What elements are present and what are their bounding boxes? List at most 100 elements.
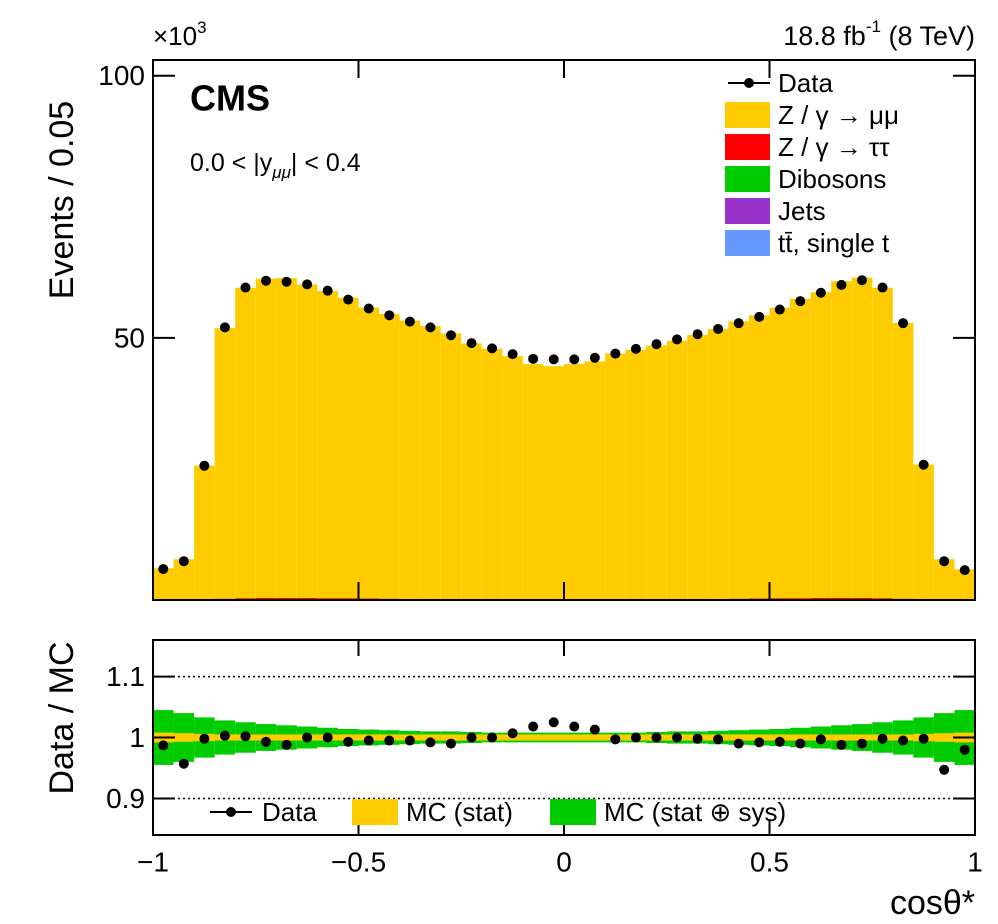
x-tick-label: 1 [967,847,983,878]
ratio-point [589,724,600,735]
histogram-bar [831,597,852,600]
error-band [173,733,195,742]
error-band [790,734,811,741]
ratio-point [856,738,867,749]
data-point [939,556,950,567]
lumi-label: 18.8 fb-1 (8 TeV) [783,17,975,52]
ratio-point [548,717,559,728]
ratio-point [733,738,744,749]
data-point [466,338,477,349]
ratio-point [158,740,169,751]
data-point [343,294,354,305]
x-tick-label: −1 [137,847,169,878]
histogram-bar [255,278,277,598]
ratio-point [178,758,189,769]
error-band [851,734,873,741]
data-point [589,352,600,363]
histogram-bar [872,598,893,600]
legend-swatch [352,799,398,825]
ratio-point [651,732,662,743]
ratio-point [261,736,272,747]
histogram-bar [646,345,667,600]
data-point [199,460,210,471]
histogram-bar [235,598,256,600]
data-point [507,349,518,360]
histogram-bar [420,325,441,600]
ratio-point [240,731,251,742]
ratio-point [774,736,785,747]
lumi-energy: (8 TeV) [881,21,975,51]
y-tick-label: 50 [114,322,145,353]
histogram-bar [831,281,852,598]
data-point [178,556,189,567]
ratio-point [836,739,847,750]
histogram-bar [399,320,421,599]
histogram-bar [933,559,955,600]
histogram-bar [769,598,791,600]
ratio-point [877,733,888,744]
histogram-bar [584,361,606,600]
ratio-point [692,733,703,744]
data-point [672,334,683,345]
data-point [733,318,744,329]
y-tick-label: 100 [98,60,145,91]
histogram-bar [728,321,749,599]
histogram-bar [872,287,893,599]
histogram-bar [543,366,564,600]
data-point [425,322,436,333]
x-tick-label: 0.5 [750,847,789,878]
histogram-bar [790,298,811,599]
y-tick-label: 0.9 [106,783,145,814]
histogram-bar [707,328,729,599]
data-point [877,282,888,293]
ratio-point [445,738,456,749]
data-point [630,343,641,354]
selection-label: 0.0 < |yμμ| < 0.4 [190,149,361,182]
legend-label: tt̄, single t [778,228,890,258]
ratio-point [959,744,970,755]
histogram-bar [214,328,236,599]
ratio-point [569,721,580,732]
histogram-bar [296,597,318,600]
x-tick-label: −0.5 [331,847,386,878]
data-point [261,275,272,286]
histogram-bar [810,292,832,598]
selection-a: 0.0 < |y [190,149,273,177]
histogram-bar [276,597,297,600]
ratio-point [302,732,313,743]
data-point [610,348,621,359]
histogram-bar [954,569,975,600]
multiplier-base: ×10 [153,21,197,51]
data-point [898,318,909,329]
ratio-point [322,732,333,743]
data-point [445,330,456,341]
ratio-point [507,728,518,739]
histogram-bar [913,464,934,600]
histogram-bar [605,353,626,600]
histogram-bar [522,364,544,600]
legend-label: Dibosons [778,164,886,194]
error-band [831,734,852,741]
x-tick-label: 0 [556,847,572,878]
data-point [795,296,806,307]
legend-label: MC (stat) [406,797,513,827]
histogram-bar [666,340,688,600]
legend-label: Z / γ → μμ [778,100,899,130]
ratio-point [672,732,683,743]
error-band [564,734,585,741]
histogram-bar [810,597,832,600]
error-band [933,733,955,742]
histogram-bar [502,356,523,600]
legend-swatch [550,799,596,825]
histogram-bar [358,307,380,599]
histogram-bar [851,277,873,598]
ratio-point [199,733,210,744]
histogram-bar [379,314,400,599]
error-band [440,734,462,741]
histogram-bar [255,597,277,600]
histogram-bar [296,284,318,598]
ratio-point [281,739,292,750]
error-band [522,734,544,741]
data-point [384,310,395,321]
